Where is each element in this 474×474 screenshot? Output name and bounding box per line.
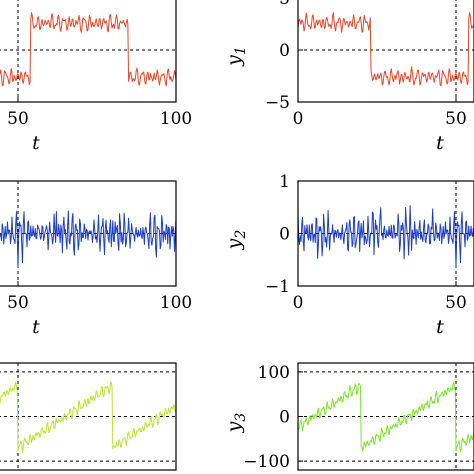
series-line <box>0 210 176 268</box>
x-axis-label: t <box>32 316 40 338</box>
series-line <box>0 12 176 87</box>
plot-area <box>0 0 176 102</box>
plot-area <box>298 363 474 470</box>
y-tick-label: 0 <box>279 408 290 428</box>
y-tick-label: 100 <box>258 363 290 383</box>
series-line <box>298 12 474 87</box>
x-axis-label: t <box>436 132 444 154</box>
x-tick-label: 50 <box>7 293 29 313</box>
y-tick-label: −1 <box>265 277 290 297</box>
y-axis-label: y2 <box>223 230 249 251</box>
plot-area <box>298 0 474 102</box>
y-tick-label: 0 <box>279 41 290 61</box>
axes-frame <box>0 180 177 287</box>
chart-panel-left-top: 50 100 t <box>0 0 192 154</box>
chart-panel-left-bottom <box>0 362 177 471</box>
axes-frame <box>297 0 474 103</box>
series-line <box>298 205 474 268</box>
axes-frame <box>0 362 177 471</box>
x-tick-label: 0 <box>293 109 304 129</box>
series-line <box>298 381 474 453</box>
series-line <box>0 381 176 453</box>
x-axis-label: t <box>436 316 444 338</box>
chart-panel-left-middle: 50 100 t <box>0 180 192 338</box>
x-tick-label: 100 <box>160 109 192 129</box>
plot-area <box>298 181 474 286</box>
x-tick-label: 0 <box>293 293 304 313</box>
x-tick-label: 50 <box>7 109 29 129</box>
plot-area <box>0 181 176 286</box>
x-tick-label: 100 <box>160 293 192 313</box>
y-axis-label: y1 <box>223 46 249 67</box>
y-axis-label: y3 <box>223 413 249 434</box>
x-axis-label: t <box>32 132 40 154</box>
y-tick-label: 0 <box>279 225 290 245</box>
plot-area <box>0 363 176 470</box>
x-tick-label: 50 <box>445 293 467 313</box>
y-tick-label: 5 <box>279 0 290 9</box>
x-tick-label: 50 <box>445 109 467 129</box>
y-tick-label: −100 <box>243 452 290 472</box>
axes-frame <box>0 0 177 103</box>
y-tick-label: −5 <box>265 93 290 113</box>
chart-panel-right-bottom: 100 0 −100 y3 <box>223 362 474 472</box>
y-tick-label: 1 <box>279 172 290 192</box>
